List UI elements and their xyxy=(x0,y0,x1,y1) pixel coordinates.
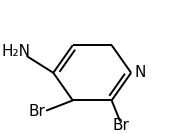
Text: H₂N: H₂N xyxy=(2,44,31,59)
Text: N: N xyxy=(135,65,146,80)
Text: Br: Br xyxy=(113,118,130,133)
Text: Br: Br xyxy=(29,104,46,119)
